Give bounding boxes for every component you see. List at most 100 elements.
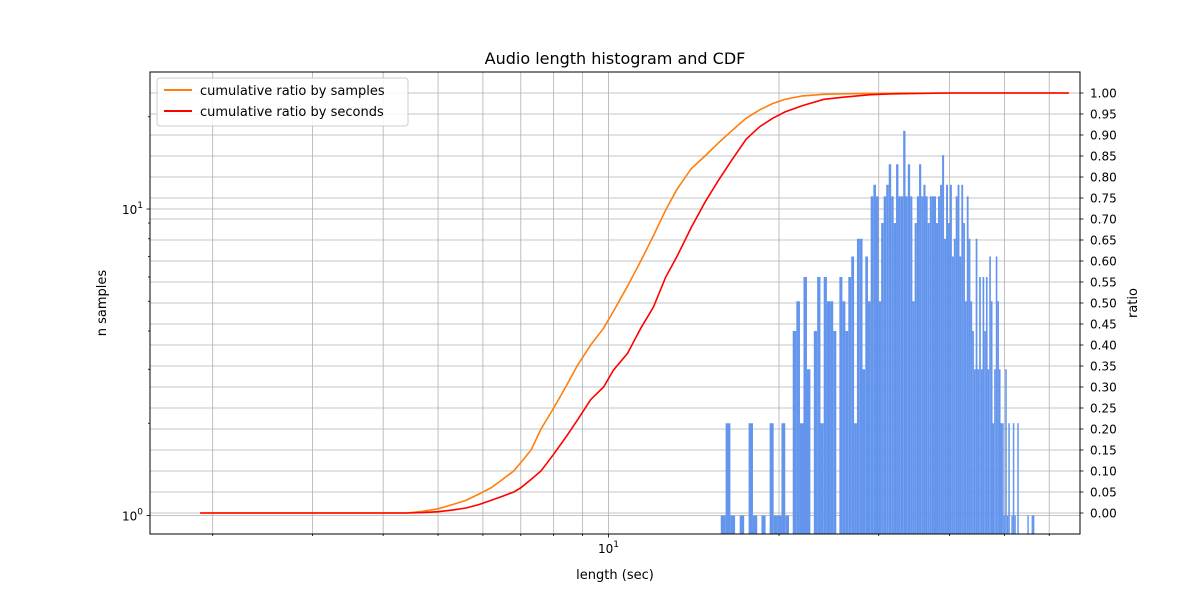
histogram-bar [955, 196, 958, 534]
histogram-bar [959, 256, 962, 534]
histogram-bar [856, 238, 860, 534]
histogram-bar [839, 277, 843, 534]
histogram-bar [964, 301, 967, 534]
histogram-bar [942, 155, 945, 534]
histogram-bar [820, 423, 824, 534]
histogram-bar [873, 184, 876, 534]
histogram-bar [799, 423, 804, 534]
histogram-bar [851, 256, 855, 534]
histogram-bars [720, 130, 1035, 534]
histogram-bar [739, 515, 745, 534]
histogram-bar [1006, 515, 1009, 534]
y2-tick-label: 0.75 [1090, 192, 1117, 206]
histogram-bar [769, 423, 774, 534]
histogram-bar [854, 423, 857, 534]
histogram-bar [891, 196, 894, 534]
histogram-bar [761, 515, 766, 534]
y-axis-label: n samples [95, 270, 110, 337]
y2-tick-label: 0.50 [1090, 297, 1117, 311]
histogram-bar [966, 196, 969, 534]
histogram-bar [881, 223, 884, 534]
histogram-bar [985, 277, 988, 534]
histogram-bar [1011, 515, 1013, 534]
histogram-bar [980, 369, 983, 534]
histogram-bar [862, 369, 866, 534]
histogram-bar [1003, 515, 1006, 534]
histogram-bar [994, 369, 996, 534]
y2-tick-label: 0.65 [1090, 234, 1117, 248]
histogram-bar [948, 223, 950, 534]
histogram-bar [781, 423, 786, 534]
y2-axis-label: ratio [1126, 288, 1141, 318]
histogram-bar [833, 330, 837, 534]
histogram-bar [792, 330, 797, 534]
histogram-bar [1027, 515, 1029, 534]
histogram-bar [998, 369, 1001, 534]
y-tick-label: 101 [122, 201, 143, 217]
histogram-bar [730, 515, 736, 534]
y2-tick-label: 0.70 [1090, 213, 1117, 227]
y2-tick-label: 0.25 [1090, 402, 1117, 416]
histogram-bar [777, 515, 782, 534]
histogram-bar [886, 184, 889, 534]
histogram-bar [785, 515, 790, 534]
histogram-bar [925, 196, 928, 534]
histogram-bar [931, 196, 934, 534]
y2-tick-label: 0.45 [1090, 318, 1117, 332]
histogram-bar [992, 423, 995, 534]
histogram-bar [1032, 515, 1035, 534]
histogram-bar [817, 277, 821, 534]
histogram-bar [957, 184, 960, 534]
histogram-bar [963, 223, 965, 534]
legend-label-seconds: cumulative ratio by seconds [200, 105, 384, 120]
histogram-bar [984, 330, 986, 534]
histogram-bar [1014, 515, 1016, 534]
histogram-bar [826, 301, 831, 534]
cdf-line-seconds [200, 92, 1069, 514]
histogram-bar [1017, 423, 1019, 534]
y2-tick-label: 0.15 [1090, 444, 1117, 458]
y2-tick-label: 0.40 [1090, 339, 1117, 353]
histogram-bar [1005, 369, 1007, 534]
histogram-bar [982, 277, 985, 534]
histogram-bar [875, 196, 879, 534]
histogram-bar [878, 301, 882, 534]
histogram-bar [1031, 515, 1033, 534]
histogram-bar [944, 238, 947, 534]
histogram-bar [977, 369, 980, 534]
histogram-bar [905, 196, 908, 534]
chart-title: Audio length histogram and CDF [485, 49, 746, 68]
y2-tick-label: 0.20 [1090, 423, 1117, 437]
y2-tick-label: 0.00 [1090, 507, 1117, 521]
y2-tick-label: 0.55 [1090, 276, 1117, 290]
histogram-bar [1008, 423, 1010, 534]
histogram-bar [975, 238, 978, 534]
histogram-bar [748, 423, 753, 534]
histogram-bar [900, 196, 904, 534]
histogram-bar [888, 164, 892, 534]
histogram-bar [1012, 423, 1015, 534]
histogram-bar [896, 164, 899, 534]
y2-tick-label: 0.90 [1090, 129, 1117, 143]
histogram-bar [973, 369, 976, 534]
histogram-bar [752, 515, 758, 534]
histogram-bar [938, 196, 941, 534]
histogram-bar [949, 184, 952, 534]
legend: cumulative ratio by samples cumulative r… [156, 77, 409, 127]
y2-tick-label: 0.10 [1090, 465, 1117, 479]
histogram-bar [773, 515, 778, 534]
x-tick-label: 101 [598, 540, 619, 556]
histogram-bar [946, 184, 949, 534]
histogram-bar [1002, 423, 1004, 534]
histogram-bar [916, 196, 920, 534]
histogram-bar [1000, 423, 1003, 534]
histogram-bar [848, 277, 852, 534]
histogram-bar [989, 256, 991, 534]
histogram-bar [912, 301, 915, 534]
histogram-bar [867, 301, 871, 534]
histogram-bar [940, 184, 943, 534]
y2-tick-label: 0.35 [1090, 360, 1117, 374]
histogram-bar [842, 301, 846, 534]
histogram-bar [987, 369, 990, 534]
